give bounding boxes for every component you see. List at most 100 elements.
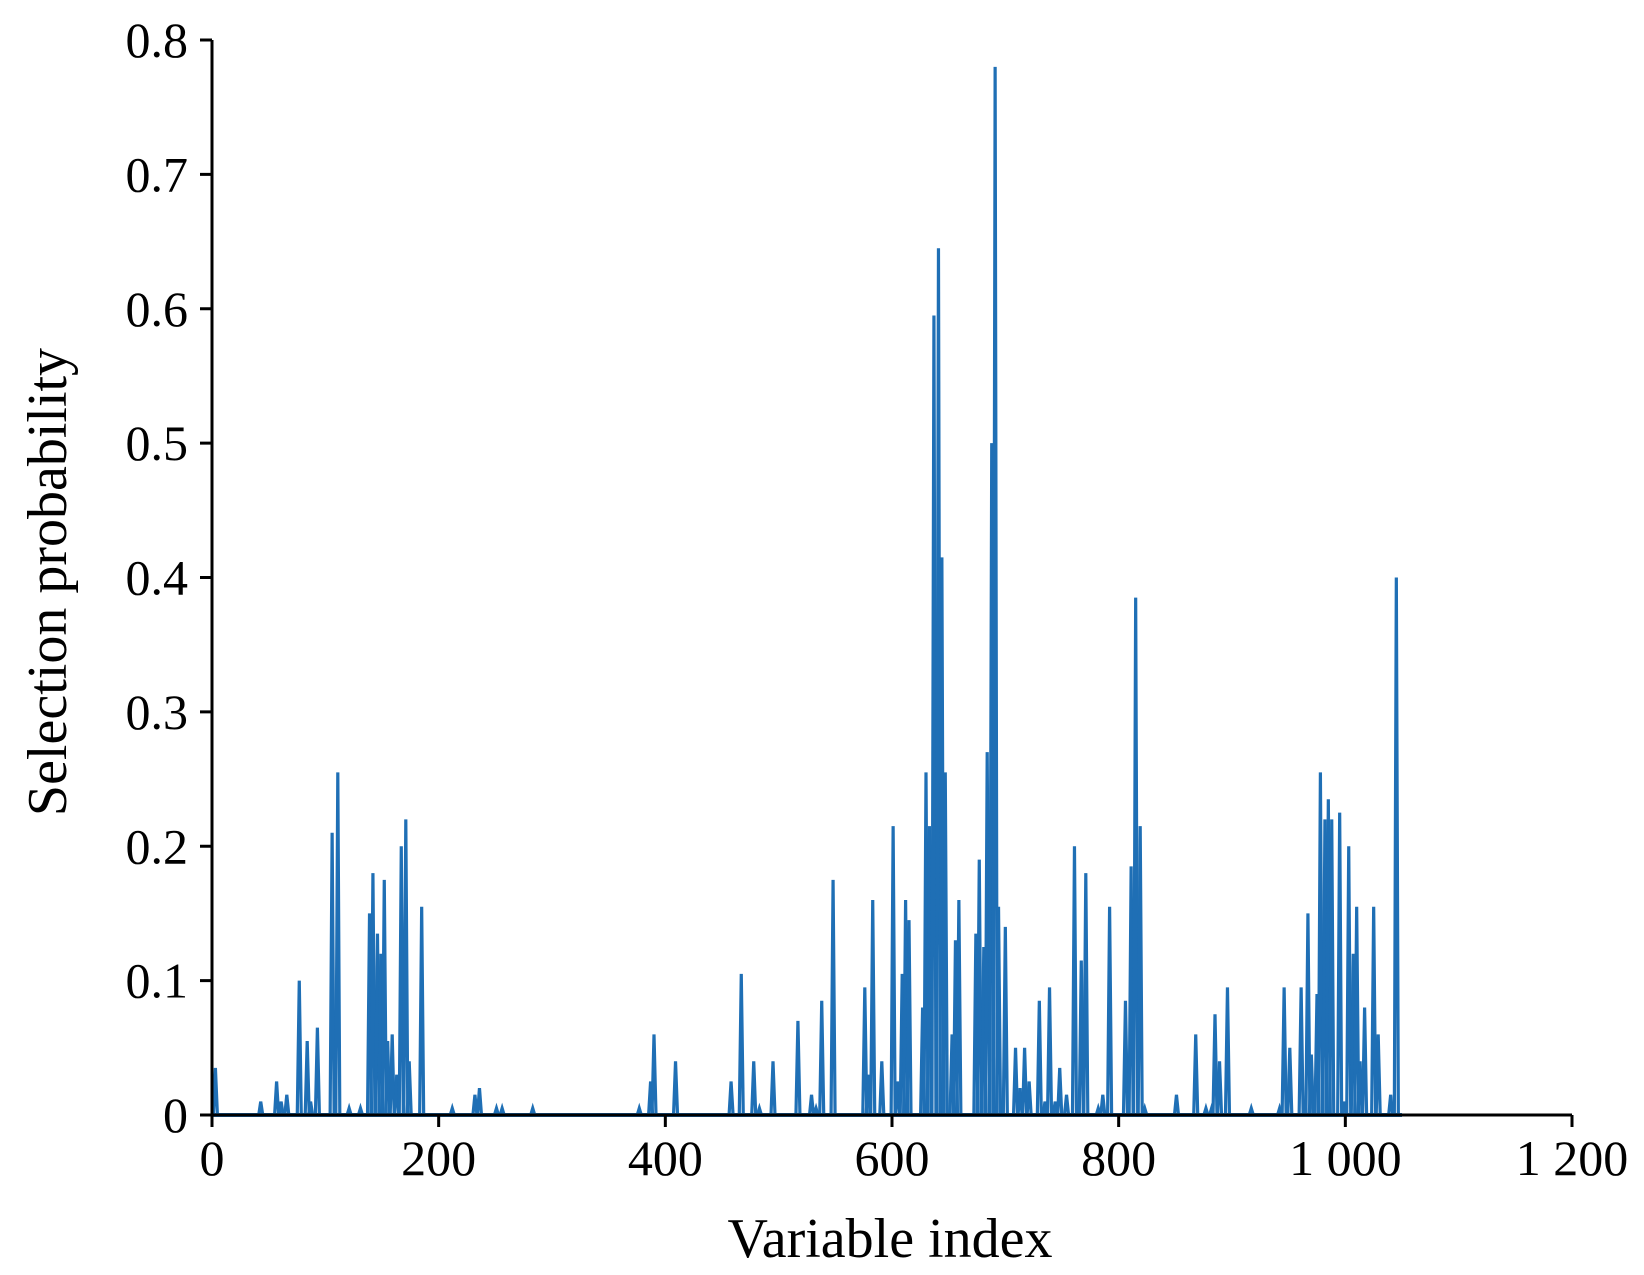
data-spike [402, 819, 410, 1116]
x-tick-label: 200 [401, 1130, 476, 1186]
data-spike [1345, 846, 1353, 1116]
y-tick-label: 0.5 [126, 415, 189, 471]
data-spike [1056, 1067, 1064, 1116]
data-spike [1021, 1047, 1029, 1116]
y-tick-label: 0 [163, 1087, 188, 1143]
data-spike [1328, 819, 1336, 1116]
data-spike [750, 1061, 758, 1116]
data-spike [1001, 926, 1009, 1116]
data-spike [1286, 1047, 1294, 1116]
y-tick-label: 0.8 [126, 12, 189, 68]
data-spike [727, 1081, 735, 1116]
x-tick-label: 0 [200, 1130, 225, 1186]
data-spike [257, 1101, 265, 1116]
data-spike [807, 1094, 816, 1116]
data-spike [1215, 1061, 1224, 1116]
data-spike [671, 1061, 680, 1116]
data-spike [303, 1041, 311, 1116]
data-spike [295, 980, 303, 1116]
data-spike [328, 832, 336, 1116]
x-tick-label: 800 [1081, 1130, 1156, 1186]
data-spike [1141, 1102, 1149, 1116]
data-spike [397, 846, 405, 1116]
data-spike [1099, 1094, 1107, 1116]
data-spike [1132, 597, 1140, 1116]
data-spike [1011, 1047, 1020, 1116]
data-spike [283, 1094, 291, 1116]
data-spike [1106, 906, 1114, 1116]
data-spike [384, 1041, 392, 1116]
data-spike [369, 873, 377, 1116]
data-spike [1062, 1094, 1071, 1116]
data-spike [955, 899, 963, 1116]
plot-area [211, 66, 1402, 1117]
data-spike [273, 1081, 281, 1116]
data-spike [1307, 1054, 1315, 1116]
data-spike [345, 1102, 353, 1116]
data-spike [529, 1102, 537, 1116]
y-tick-label: 0.1 [126, 953, 189, 1009]
data-spike [878, 1061, 886, 1116]
data-spike [418, 906, 426, 1116]
data-spike [737, 973, 745, 1116]
data-spike [829, 879, 837, 1116]
x-axis-tick-labels: 0 200 400 600 800 1 000 1 200 [200, 1130, 1629, 1186]
y-tick-label: 0.3 [126, 684, 189, 740]
data-spike [818, 1000, 826, 1116]
data-spike [1045, 987, 1054, 1116]
data-spike [1336, 812, 1344, 1116]
data-spike [1077, 960, 1085, 1116]
data-spike [492, 1102, 501, 1116]
x-tick-label: 1 200 [1516, 1130, 1629, 1186]
data-spike [211, 1067, 219, 1116]
data-spike [405, 1061, 413, 1116]
data-spike [380, 879, 388, 1116]
data-spike [1082, 873, 1090, 1116]
data-spike [1361, 1007, 1369, 1116]
data-spike [1172, 1094, 1181, 1116]
y-tick-label: 0.4 [126, 550, 189, 606]
data-spike [334, 772, 342, 1116]
data-spike [650, 1034, 658, 1116]
x-axis-label: Variable index [728, 1208, 1053, 1270]
data-spike [277, 1101, 285, 1116]
axes [200, 38, 1574, 1127]
data-spike [994, 906, 1003, 1116]
data-spike [1211, 1014, 1219, 1116]
data-spike [1387, 1094, 1395, 1116]
x-tick-label: 600 [855, 1130, 930, 1186]
data-spike [1280, 987, 1288, 1116]
data-spike [889, 826, 897, 1116]
data-spike [475, 1088, 484, 1116]
data-spike [812, 1102, 820, 1116]
data-spike [1374, 1034, 1382, 1116]
data-spike [1192, 1034, 1200, 1116]
data-spike [1223, 987, 1232, 1116]
data-spike [471, 1094, 479, 1116]
data-spike [1025, 1081, 1033, 1116]
data-spike [313, 1027, 321, 1116]
data-spike [930, 315, 938, 1116]
data-spike [1202, 1102, 1210, 1116]
x-tick-label: 400 [628, 1130, 703, 1186]
data-spike [869, 899, 877, 1116]
data-spike [1035, 1000, 1043, 1116]
data-spike [794, 1020, 802, 1116]
data-spike [905, 920, 913, 1116]
y-tick-label: 0.7 [126, 146, 189, 202]
data-spike [991, 66, 999, 1116]
data-spike [498, 1102, 506, 1116]
data-spike [1247, 1102, 1255, 1116]
data-spike [388, 1034, 396, 1116]
data-spike [769, 1061, 777, 1116]
data-spike [1304, 913, 1312, 1116]
data-spike [1070, 846, 1079, 1116]
data-spike [1353, 906, 1361, 1116]
x-tick-label: 1 000 [1289, 1130, 1402, 1186]
y-axis-label: Selection probability [17, 348, 79, 816]
data-spike [1316, 772, 1324, 1116]
data-spike [1370, 906, 1378, 1116]
data-spike [861, 987, 869, 1116]
data-spike [1136, 826, 1144, 1116]
data-spike [1392, 577, 1400, 1116]
